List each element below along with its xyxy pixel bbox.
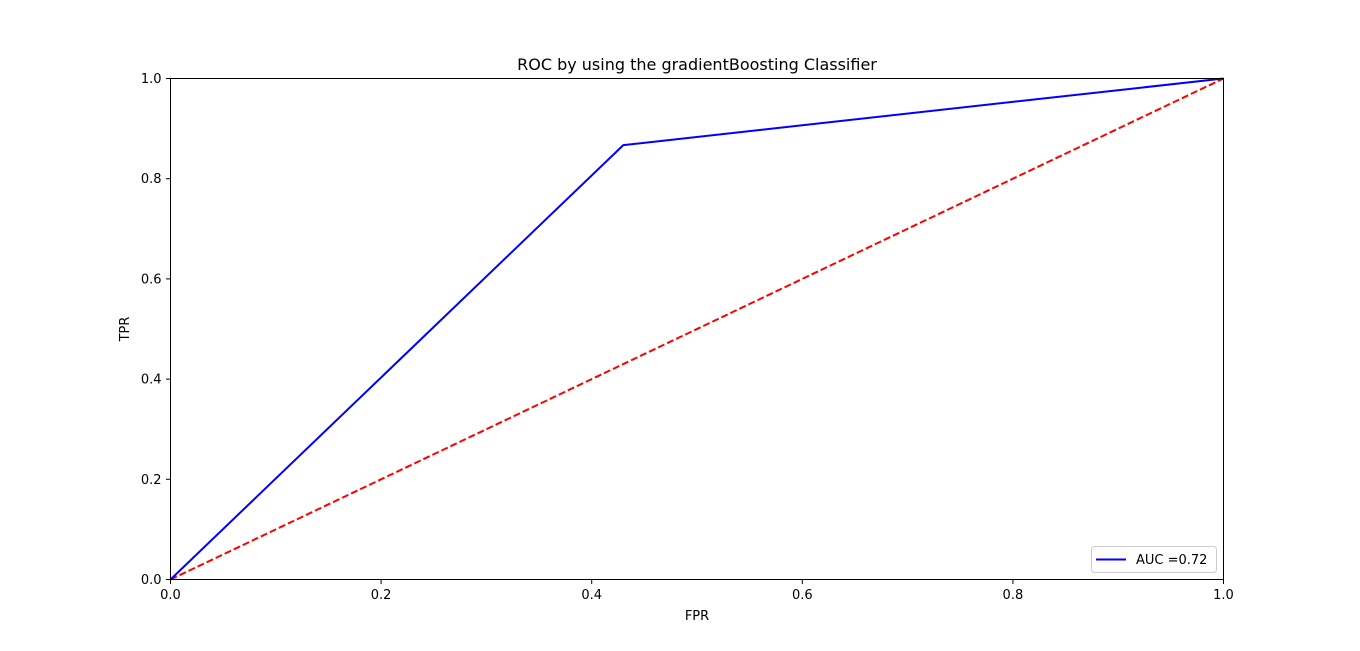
- y-tick-label: 0.2: [141, 473, 162, 488]
- y-axis-ticks: 0.0 0.2 0.4 0.6 0.8 1.0: [141, 72, 171, 588]
- plot-frame: [170, 78, 1224, 580]
- chart-title: ROC by using the gradientBoosting Classi…: [517, 55, 877, 74]
- y-tick-label: 0.0: [141, 573, 162, 588]
- x-tick-label: 0.6: [792, 588, 813, 603]
- x-tick-label: 0.8: [1003, 588, 1024, 603]
- roc-curve-line: [169, 77, 1224, 581]
- y-tick-label: 0.6: [141, 272, 162, 287]
- x-tick-label: 0.2: [371, 588, 392, 603]
- legend: AUC =0.72: [1091, 546, 1217, 573]
- legend-label: AUC =0.72: [1136, 553, 1207, 568]
- x-tick-label: 0.4: [581, 588, 602, 603]
- chance-diagonal-line: [170, 77, 1224, 581]
- series-layer: [169, 77, 1224, 581]
- x-axis-ticks: 0.0 0.2 0.4 0.6 0.8 1.0: [160, 579, 1234, 603]
- x-tick-label: 1.0: [1213, 588, 1234, 603]
- y-axis-label: TPR: [118, 317, 133, 343]
- y-tick-label: 0.8: [141, 172, 162, 187]
- legend-box: [1091, 546, 1217, 573]
- y-tick-label: 1.0: [141, 72, 162, 87]
- x-tick-label: 0.0: [160, 588, 181, 603]
- x-axis-label: FPR: [685, 609, 709, 624]
- y-tick-label: 0.4: [141, 373, 162, 388]
